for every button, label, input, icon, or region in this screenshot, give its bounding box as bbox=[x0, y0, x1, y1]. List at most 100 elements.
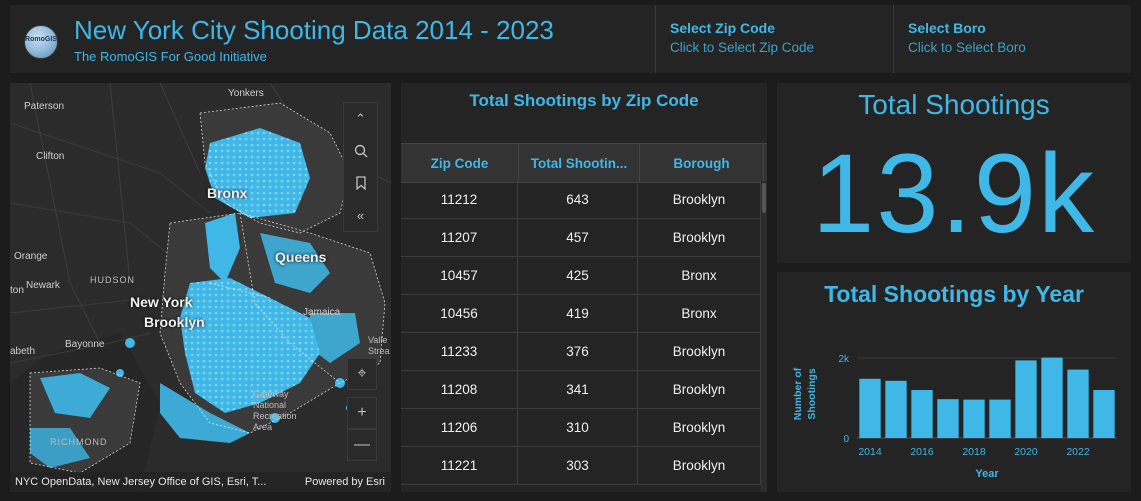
x-tick-label: 2018 bbox=[962, 446, 986, 458]
table-scrollbar[interactable] bbox=[761, 181, 767, 492]
map-basemap bbox=[10, 83, 391, 492]
table-row[interactable]: 11208 341 Brooklyn bbox=[401, 371, 761, 409]
app-title: New York City Shooting Data 2014 - 2023 bbox=[74, 15, 554, 45]
map-label-queens: Queens bbox=[275, 249, 327, 265]
scrollbar-thumb[interactable] bbox=[762, 183, 766, 213]
table-row[interactable]: 11206 310 Brooklyn bbox=[401, 409, 761, 447]
boro-selector-value[interactable]: Click to Select Boro bbox=[908, 40, 1026, 55]
cell-zip-code: 11206 bbox=[401, 409, 519, 446]
header-bar: RomoGIS New York City Shooting Data 2014… bbox=[10, 5, 1131, 73]
cell-zip-code: 11207 bbox=[401, 219, 519, 256]
bar-2022[interactable] bbox=[1067, 369, 1089, 438]
cell-borough: Brooklyn bbox=[638, 219, 761, 256]
bar-2015[interactable] bbox=[885, 380, 907, 438]
table-row[interactable]: 10456 419 Bronx bbox=[401, 295, 761, 333]
chart-title: Total Shootings by Year bbox=[824, 281, 1084, 307]
zoom-in-button[interactable]: + bbox=[347, 397, 377, 429]
search-icon[interactable] bbox=[344, 135, 377, 167]
map-label-gateway: Gateway National Recreation Area bbox=[253, 389, 297, 432]
map-toolbar: ⌃ « bbox=[343, 102, 378, 232]
attribution-sources[interactable]: NYC OpenData, New Jersey Office of GIS, … bbox=[15, 476, 267, 488]
map-label-ton: ton bbox=[10, 285, 24, 296]
shootings-by-year-chart: 0 2k 2014 2016 2018 2020 2022 Year Number of Shoo… bbox=[792, 354, 1117, 480]
boro-selector[interactable]: Select Boro Click to Select Boro bbox=[893, 5, 1131, 73]
romogis-logo: RomoGIS bbox=[24, 25, 58, 59]
x-tick-label: 2016 bbox=[910, 446, 934, 458]
table-row[interactable]: 11221 303 Brooklyn bbox=[401, 447, 761, 485]
bar-2017[interactable] bbox=[937, 399, 959, 438]
map-label-orange: Orange bbox=[14, 251, 48, 262]
table-row[interactable]: 11212 643 Brooklyn bbox=[401, 181, 761, 219]
bar-2014[interactable] bbox=[859, 378, 881, 438]
cell-zip-code: 10457 bbox=[401, 257, 519, 294]
cell-borough: Brooklyn bbox=[638, 447, 761, 484]
shooting-map[interactable]: Yonkers Paterson Clifton Bronx Orange HU… bbox=[10, 83, 391, 492]
column-header-total-shootings[interactable]: Total Shootin... bbox=[519, 144, 640, 182]
bar-2016[interactable] bbox=[911, 390, 933, 438]
map-label-bronx: Bronx bbox=[207, 185, 248, 201]
map-attribution: NYC OpenData, New Jersey Office of GIS, … bbox=[10, 472, 391, 492]
cell-total-shootings: 425 bbox=[518, 257, 639, 294]
cell-zip-code: 11221 bbox=[401, 447, 519, 484]
cell-borough: Brooklyn bbox=[638, 409, 761, 446]
table-row[interactable]: 11207 457 Brooklyn bbox=[401, 219, 761, 257]
bar-2023[interactable] bbox=[1093, 390, 1115, 438]
cell-total-shootings: 419 bbox=[518, 295, 639, 332]
map-label-jamaica: Jamaica bbox=[303, 307, 341, 318]
y-tick-label: 0 bbox=[843, 434, 849, 445]
chevrons-left-icon[interactable]: « bbox=[356, 207, 365, 223]
cell-borough: Brooklyn bbox=[638, 371, 761, 408]
map-label-yonkers: Yonkers bbox=[228, 88, 264, 99]
y-axis-title: Number of Shootings bbox=[792, 367, 818, 420]
bar-2021[interactable] bbox=[1041, 357, 1063, 438]
map-label-new-york: New York bbox=[130, 294, 193, 310]
x-tick-label: 2014 bbox=[858, 446, 882, 458]
map-label-elizabeth: abeth bbox=[10, 346, 36, 357]
map-label-richmond: RICHMOND bbox=[50, 437, 108, 447]
cell-zip-code: 11212 bbox=[401, 181, 519, 218]
map-label-hudson: HUDSON bbox=[90, 275, 136, 285]
cell-total-shootings: 341 bbox=[518, 371, 639, 408]
map-label-paterson: Paterson bbox=[24, 101, 65, 112]
locate-icon: ⌖ bbox=[357, 365, 367, 382]
plus-icon: + bbox=[357, 404, 367, 421]
x-axis-title: Year bbox=[975, 468, 999, 480]
table-title: Total Shootings by Zip Code bbox=[469, 91, 699, 110]
minus-icon: — bbox=[354, 436, 370, 453]
cell-total-shootings: 457 bbox=[518, 219, 639, 256]
zoom-out-button[interactable]: — bbox=[347, 429, 377, 461]
table-header: Zip Code Total Shootin... Borough bbox=[401, 143, 767, 183]
total-shootings-panel: Total Shootings 13.9k bbox=[777, 83, 1131, 263]
map-label-brooklyn: Brooklyn bbox=[144, 314, 205, 330]
locate-button[interactable]: ⌖ bbox=[347, 358, 377, 390]
cell-borough: Brooklyn bbox=[638, 333, 761, 370]
column-header-zip-code[interactable]: Zip Code bbox=[401, 144, 519, 182]
table-body: 11212 643 Brooklyn 11207 457 Brooklyn 10457 425… bbox=[401, 181, 761, 485]
bar-2020[interactable] bbox=[1015, 360, 1037, 438]
boro-selector-label: Select Boro bbox=[908, 20, 986, 36]
powered-by-esri[interactable]: Powered by Esri bbox=[304, 476, 385, 488]
cell-total-shootings: 376 bbox=[518, 333, 639, 370]
zip-selector-value[interactable]: Click to Select Zip Code bbox=[670, 40, 815, 55]
bookmark-icon[interactable] bbox=[344, 167, 377, 199]
x-tick-label: 2022 bbox=[1066, 446, 1090, 458]
collapse-icon[interactable]: ⌃ bbox=[355, 111, 366, 126]
cell-zip-code: 10456 bbox=[401, 295, 519, 332]
x-tick-label: 2020 bbox=[1014, 446, 1038, 458]
zip-code-selector[interactable]: Select Zip Code Click to Select Zip Code bbox=[655, 5, 893, 73]
cell-total-shootings: 303 bbox=[518, 447, 639, 484]
table-row[interactable]: 11233 376 Brooklyn bbox=[401, 333, 761, 371]
cell-borough: Bronx bbox=[638, 257, 761, 294]
bar-2018[interactable] bbox=[963, 399, 985, 438]
shootings-by-year-panel: Total Shootings by Year 0 2k 2014 2016 2018 2… bbox=[777, 272, 1131, 492]
y-tick-label: 2k bbox=[838, 354, 850, 365]
table-row[interactable]: 10457 425 Bronx bbox=[401, 257, 761, 295]
map-label-bayonne: Bayonne bbox=[65, 339, 105, 350]
bar-2019[interactable] bbox=[989, 399, 1011, 438]
cell-zip-code: 11233 bbox=[401, 333, 519, 370]
total-shootings-title: Total Shootings bbox=[858, 89, 1050, 120]
zip-code-table-panel: Total Shootings by Zip Code Zip Code Tot… bbox=[401, 83, 767, 492]
zip-selector-label: Select Zip Code bbox=[670, 20, 776, 36]
column-header-borough[interactable]: Borough bbox=[640, 144, 764, 182]
cell-zip-code: 11208 bbox=[401, 371, 519, 408]
